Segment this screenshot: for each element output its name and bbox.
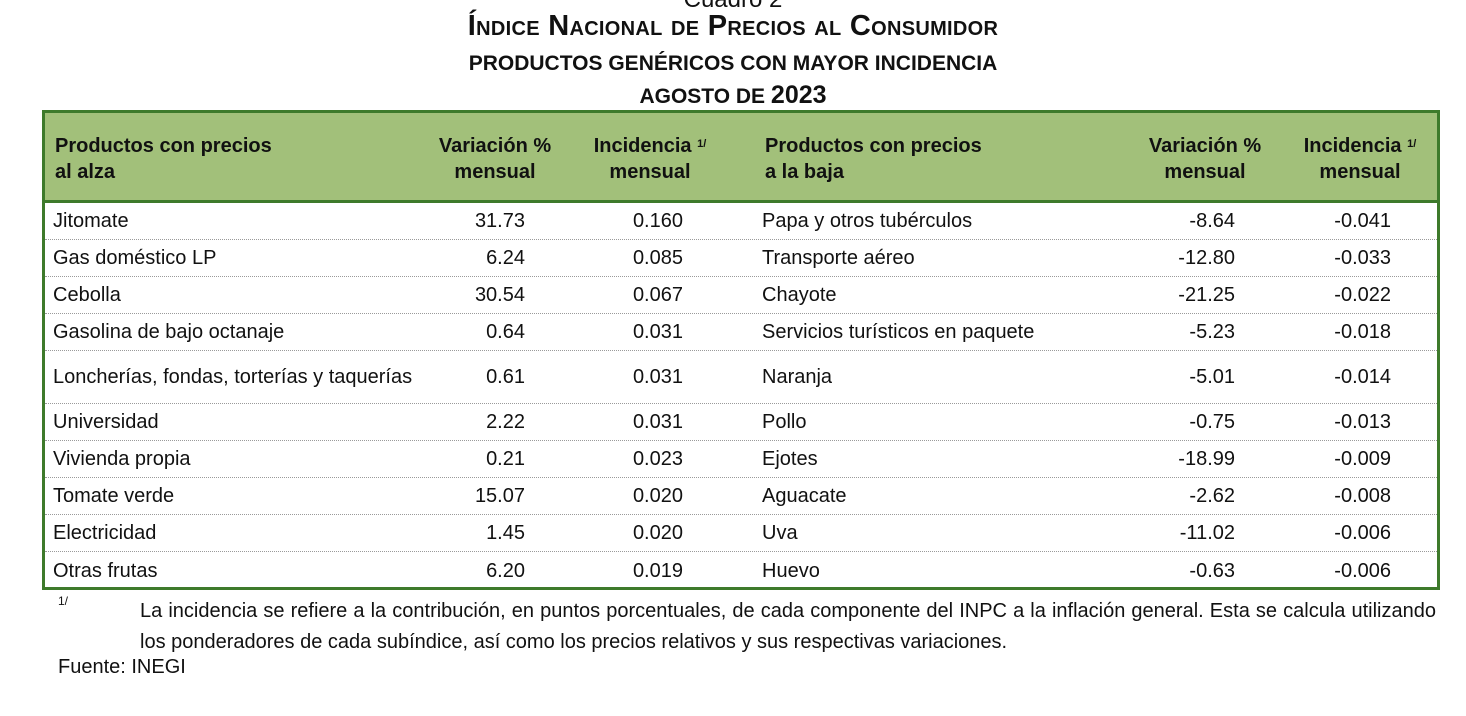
down-variation: -8.64 — [1189, 210, 1235, 232]
down-variation: -11.02 — [1179, 522, 1235, 544]
up-incidence: 0.160 — [632, 210, 683, 232]
down-variation: -21.25 — [1178, 284, 1235, 306]
up-incidence: 0.019 — [632, 559, 683, 582]
up-product: Tomate verde — [53, 485, 175, 507]
down-product: Chayote — [762, 284, 837, 306]
table-row: Vivienda propia 0.21 0.023 Ejotes -18.99… — [45, 441, 1437, 478]
down-product: Aguacate — [762, 485, 847, 507]
up-product: Gas doméstico LP — [53, 247, 217, 269]
up-variation: 30.54 — [474, 284, 525, 306]
up-incidence: 0.031 — [632, 321, 683, 343]
up-variation: 6.24 — [486, 247, 525, 269]
down-incidence: -0.033 — [1334, 247, 1391, 269]
document-period: AGOSTO DE 2023 — [0, 81, 1466, 110]
up-product: Cebolla — [53, 284, 121, 306]
down-incidence: -0.008 — [1334, 485, 1391, 507]
down-incidence: -0.022 — [1334, 284, 1391, 306]
table-row: Tomate verde 15.07 0.020 Aguacate -2.62 … — [45, 478, 1437, 515]
up-product: Gasolina de bajo octanaje — [53, 321, 285, 343]
header-down-products: Productos con precios a la baja — [765, 135, 982, 183]
source-note: Fuente: INEGI — [58, 656, 186, 678]
down-incidence: -0.018 — [1334, 321, 1391, 343]
down-variation: -0.63 — [1189, 559, 1235, 582]
header-up-incidence: Incidencia 1/ mensual — [593, 135, 707, 183]
table-row: Electricidad 1.45 0.020 Uva -11.02 -0.00… — [45, 515, 1437, 552]
table-row: Gasolina de bajo octanaje 0.64 0.031 Ser… — [45, 314, 1437, 351]
table-row: Jitomate 31.73 0.160 Papa y otros tubérc… — [45, 203, 1437, 240]
up-variation: 1.45 — [486, 522, 525, 544]
incidence-table: Productos con precios al alza Variación … — [42, 110, 1440, 590]
up-product: Jitomate — [53, 210, 129, 232]
down-variation: -18.99 — [1178, 448, 1235, 470]
table-row: Loncherías, fondas, torterías y taquería… — [45, 351, 1437, 404]
down-variation: -5.01 — [1189, 366, 1235, 388]
period-prefix: AGOSTO DE — [639, 85, 766, 108]
down-variation: -2.62 — [1189, 485, 1235, 507]
document-subtitle: PRODUCTOS GENÉRICOS CON MAYOR INCIDENCIA — [468, 52, 998, 75]
up-incidence: 0.031 — [632, 366, 683, 388]
up-variation: 31.73 — [474, 210, 525, 232]
down-incidence: -0.006 — [1334, 522, 1391, 544]
period-year: 2023 — [770, 81, 827, 109]
table-header: Productos con precios al alza Variación … — [45, 113, 1437, 203]
down-incidence: -0.006 — [1334, 559, 1391, 582]
up-variation: 0.64 — [486, 321, 525, 343]
header-up-variation: Variación % mensual — [438, 135, 552, 183]
down-incidence: -0.014 — [1334, 366, 1391, 388]
down-product: Servicios turísticos en paquete — [762, 321, 1035, 343]
down-product: Uva — [762, 522, 798, 544]
down-incidence: -0.009 — [1334, 448, 1391, 470]
up-product: Loncherías, fondas, torterías y taquería… — [53, 366, 413, 388]
table-row: Universidad 2.22 0.031 Pollo -0.75 -0.01… — [45, 404, 1437, 441]
up-incidence: 0.031 — [632, 411, 683, 433]
up-incidence: 0.020 — [632, 485, 683, 507]
up-product: Otras frutas — [53, 559, 158, 582]
up-variation: 2.22 — [486, 411, 525, 433]
footnote-mark: 1/ — [58, 594, 69, 608]
up-variation: 15.07 — [474, 485, 525, 507]
up-variation: 0.61 — [486, 366, 525, 388]
down-product: Transporte aéreo — [762, 247, 915, 269]
up-incidence: 0.067 — [632, 284, 683, 306]
document-title: Índice Nacional de Precios al Consumidor — [467, 10, 999, 42]
header-down-variation: Variación % mensual — [1148, 135, 1262, 183]
up-incidence: 0.085 — [632, 247, 683, 269]
header-down-incidence: Incidencia 1/ mensual — [1303, 135, 1417, 183]
down-variation: -12.80 — [1178, 247, 1235, 269]
up-incidence: 0.023 — [632, 448, 683, 470]
down-product: Huevo — [762, 559, 820, 582]
down-incidence: -0.013 — [1334, 411, 1391, 433]
down-product: Pollo — [762, 411, 807, 433]
table-number-cut: Cuadro 2 — [0, 0, 1466, 14]
up-variation: 0.21 — [486, 448, 525, 470]
down-product: Papa y otros tubérculos — [762, 210, 973, 232]
table-body: Jitomate 31.73 0.160 Papa y otros tubérc… — [45, 203, 1437, 589]
up-product: Vivienda propia — [53, 448, 191, 470]
table-row: Otras frutas 6.20 0.019 Huevo -0.63 -0.0… — [45, 552, 1437, 589]
footnote-text: La incidencia se refiere a la contribuci… — [140, 600, 1436, 653]
down-variation: -0.75 — [1189, 411, 1235, 433]
down-incidence: -0.041 — [1334, 210, 1391, 232]
up-variation: 6.20 — [486, 559, 525, 582]
up-product: Universidad — [53, 411, 159, 433]
down-product: Ejotes — [762, 448, 818, 470]
up-incidence: 0.020 — [632, 522, 683, 544]
up-product: Electricidad — [53, 522, 157, 544]
header-up-products: Productos con precios al alza — [55, 135, 272, 183]
down-product: Naranja — [762, 366, 833, 388]
table-row: Gas doméstico LP 6.24 0.085 Transporte a… — [45, 240, 1437, 277]
table-row: Cebolla 30.54 0.067 Chayote -21.25 -0.02… — [45, 277, 1437, 314]
down-variation: -5.23 — [1189, 321, 1235, 343]
